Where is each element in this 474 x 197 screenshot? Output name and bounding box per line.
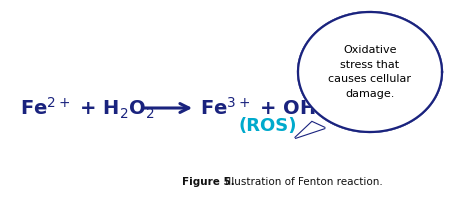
Polygon shape [295, 122, 325, 138]
Polygon shape [295, 122, 325, 138]
Text: Fe$^{3+}$ + OH$\mathbf{{}^{\cdot}}$ + OH$^{-}$: Fe$^{3+}$ + OH$\mathbf{{}^{\cdot}}$ + OH… [200, 97, 396, 119]
Text: Oxidative
stress that
causes cellular
damage.: Oxidative stress that causes cellular da… [328, 45, 411, 99]
Text: Illustration of Fenton reaction.: Illustration of Fenton reaction. [222, 177, 383, 187]
Text: (ROS): (ROS) [239, 117, 297, 135]
Polygon shape [298, 12, 442, 132]
Text: Figure 5.: Figure 5. [182, 177, 235, 187]
Polygon shape [298, 12, 442, 132]
Text: Fe$^{2+}$ + H$_2$O$_2$: Fe$^{2+}$ + H$_2$O$_2$ [20, 95, 155, 121]
